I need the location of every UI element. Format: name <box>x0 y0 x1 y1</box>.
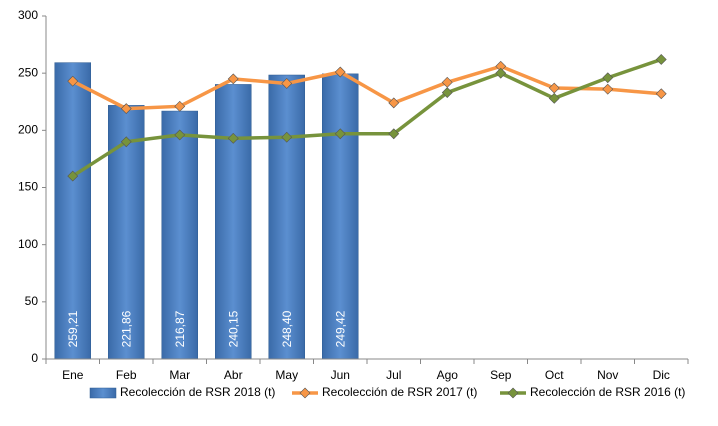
marker <box>281 78 293 89</box>
y-tick-label: 50 <box>25 294 39 308</box>
bar <box>268 74 305 360</box>
marker <box>655 88 667 100</box>
value-label: 221,86 <box>119 310 133 347</box>
marker <box>655 54 667 65</box>
marker <box>388 128 400 140</box>
x-tick-label: Ene <box>62 368 84 382</box>
legend-swatch <box>89 387 117 399</box>
y-tick-label: 150 <box>18 180 38 194</box>
value-label: 240,15 <box>226 310 240 347</box>
marker <box>174 100 186 112</box>
x-tick-label: Ago <box>437 368 459 382</box>
marker <box>441 76 453 88</box>
line <box>71 57 662 178</box>
bar <box>161 110 198 360</box>
marker <box>388 97 400 109</box>
y-tick-label: 100 <box>18 237 38 251</box>
y-tick-label: 250 <box>18 65 38 79</box>
value-label: 259,21 <box>66 310 80 347</box>
x-tick-label: May <box>275 368 298 382</box>
legend-label: Recolección de RSR 2018 (t) <box>120 385 275 399</box>
marker <box>495 67 507 79</box>
bar <box>322 73 359 360</box>
x-tick-label: Jun <box>331 368 350 382</box>
line <box>71 64 662 111</box>
y-tick-label: 300 <box>18 8 38 22</box>
legend-marker <box>299 387 311 399</box>
x-tick-label: Jul <box>386 368 401 382</box>
marker <box>174 129 186 141</box>
marker <box>548 92 560 104</box>
x-tick-label: Nov <box>597 368 618 382</box>
marker <box>227 132 239 144</box>
x-tick-label: Dic <box>653 368 670 382</box>
marker <box>548 82 560 94</box>
marker <box>120 136 132 148</box>
x-tick-label: Abr <box>224 368 243 382</box>
value-label: 216,87 <box>173 310 187 347</box>
marker <box>602 72 614 84</box>
marker <box>67 170 79 182</box>
marker <box>67 75 79 87</box>
legend-label: Recolección de RSR 2017 (t) <box>322 385 477 399</box>
marker <box>227 73 239 85</box>
legend-label: Recolección de RSR 2016 (t) <box>530 385 685 399</box>
y-tick-label: 200 <box>18 123 38 137</box>
x-tick-label: Feb <box>116 368 137 382</box>
x-tick-label: Oct <box>545 368 564 382</box>
marker <box>334 66 346 78</box>
y-tick-label: 0 <box>31 351 38 365</box>
bar <box>54 62 91 360</box>
legend-marker <box>507 387 519 399</box>
value-label: 249,42 <box>333 310 347 347</box>
marker <box>602 83 614 95</box>
value-label: 248,40 <box>280 310 294 347</box>
marker <box>441 87 453 99</box>
bar <box>215 84 252 360</box>
marker <box>281 131 293 143</box>
x-tick-label: Sep <box>490 368 512 382</box>
marker <box>120 103 132 115</box>
x-tick-label: Mar <box>169 368 190 382</box>
marker <box>334 128 346 140</box>
